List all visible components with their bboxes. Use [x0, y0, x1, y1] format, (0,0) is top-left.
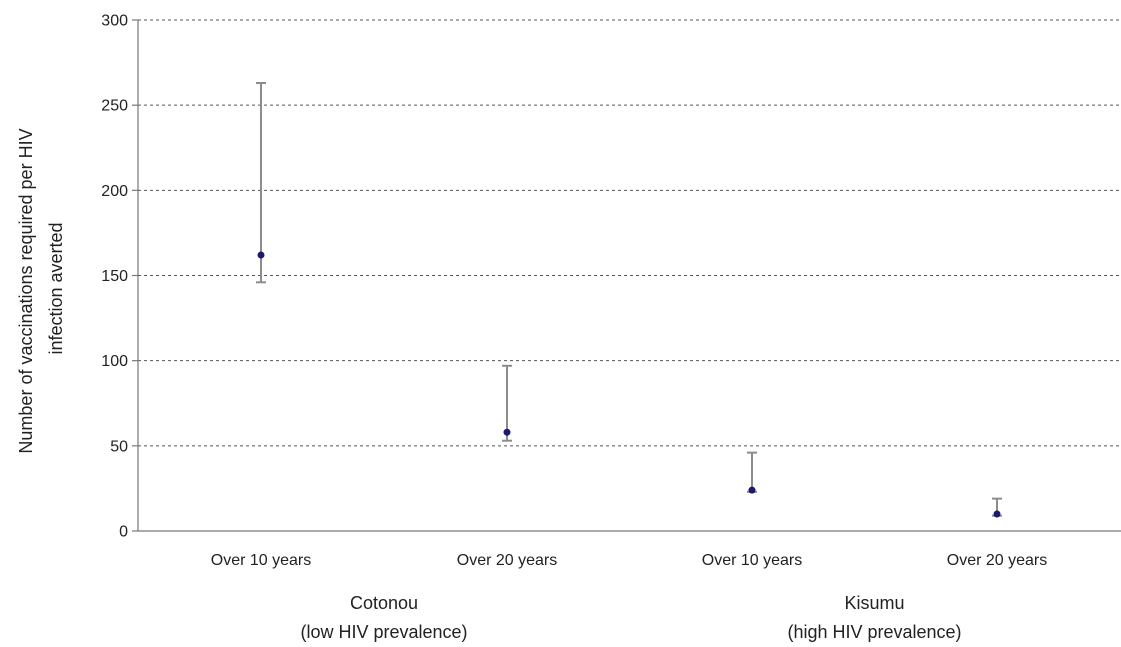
group-label: (high HIV prevalence)	[787, 622, 961, 642]
x-category-label: Over 20 years	[947, 552, 1047, 569]
y-axis-title-line-2: infection averted	[46, 222, 66, 354]
y-tick-label: 0	[119, 524, 128, 541]
group-label: Kisumu	[844, 593, 904, 613]
y-tick-label: 100	[101, 353, 128, 370]
x-category-label: Over 20 years	[457, 552, 557, 569]
y-tick-label: 300	[101, 13, 128, 30]
grid-layer	[138, 19, 1121, 447]
x-category-label: Over 10 years	[211, 552, 311, 569]
y-tick-label: 250	[101, 98, 128, 115]
label-layer: 0 50 100 150 200 250 300 Over 10 years Over 20 y…	[101, 13, 1047, 643]
marks-layer	[256, 82, 1002, 518]
group-label: (low HIV prevalence)	[300, 622, 467, 642]
y-axis-title-line-1: Number of vaccinations required per HIV	[16, 128, 36, 453]
x-category-label: Over 10 years	[702, 552, 802, 569]
data-point	[257, 251, 265, 259]
y-tick-label: 150	[101, 268, 128, 285]
group-label: Cotonou	[350, 593, 418, 613]
y-tick-label: 200	[101, 183, 128, 200]
axis-layer	[132, 19, 1121, 532]
data-point	[993, 510, 1001, 518]
y-axis-title: Number of vaccinations required per HIV …	[16, 123, 66, 453]
data-point	[748, 486, 756, 494]
y-tick-label: 50	[110, 438, 128, 455]
data-point	[503, 428, 511, 436]
